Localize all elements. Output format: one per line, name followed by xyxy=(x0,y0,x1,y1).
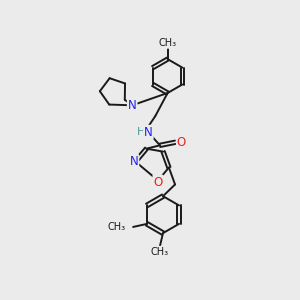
Text: N: N xyxy=(128,99,136,112)
Text: N: N xyxy=(130,155,138,168)
Text: CH₃: CH₃ xyxy=(158,38,177,48)
Text: O: O xyxy=(153,176,163,188)
Text: N: N xyxy=(144,126,153,139)
Text: H: H xyxy=(136,127,145,137)
Text: O: O xyxy=(177,136,186,149)
Text: CH₃: CH₃ xyxy=(107,222,125,232)
Text: CH₃: CH₃ xyxy=(151,247,169,256)
